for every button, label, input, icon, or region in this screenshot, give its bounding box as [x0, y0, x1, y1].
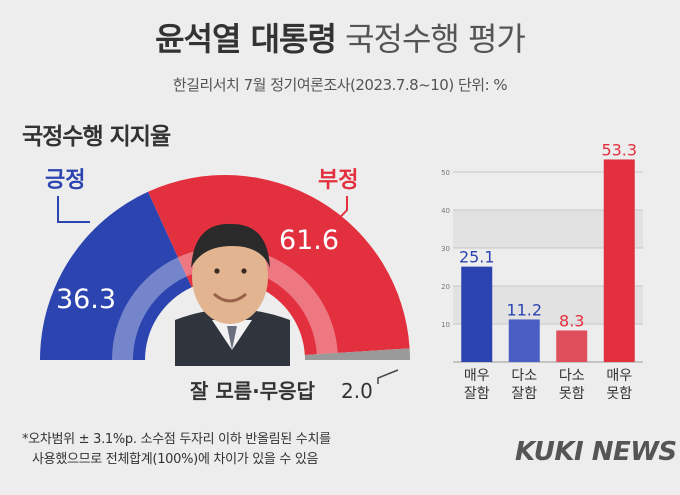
bar-3	[556, 330, 588, 362]
bar-4	[603, 159, 635, 362]
bar-category-2-line1: 다소	[511, 368, 537, 384]
bar-value-3: 8.3	[559, 311, 584, 330]
title-bold: 윤석열 대통령	[155, 20, 337, 58]
bar-2	[508, 319, 540, 362]
gauge-slice-3	[304, 348, 410, 360]
gauge-slice-1	[40, 191, 192, 360]
page-title: 윤석열 대통령 국정수행 평가	[0, 14, 680, 60]
bar-category-2-line2: 잘함	[511, 386, 537, 402]
subtitle: 한길리서치 7월 정기여론조사(2023.7.8~10) 단위: %	[172, 76, 508, 94]
footnote-line-1: *오차범위 ± 3.1%p. 소수점 두자리 이하 반올림된 수치를	[22, 432, 331, 447]
bar-1	[461, 266, 493, 362]
kuki-news-logo: KUKI NEWS	[515, 437, 677, 467]
photo-face	[192, 230, 268, 324]
leader-unknown	[377, 369, 399, 384]
footnote: *오차범위 ± 3.1%p. 소수점 두자리 이하 반올림된 수치를 사용했으므…	[22, 430, 442, 470]
bar-category-3-line2: 못함	[559, 386, 585, 402]
footnote-line-2: 사용했으므로 전체합계(100%)에 차이가 있을 수 있음	[32, 452, 319, 467]
title-rest: 국정수행 평가	[345, 20, 526, 58]
bar-category-4-line2: 못함	[606, 386, 632, 402]
bar-value-4: 53.3	[601, 140, 637, 159]
photo-eye-right	[241, 268, 247, 274]
gauge-inner-band-left	[112, 257, 187, 360]
bar-category-4-line1: 매우	[606, 368, 632, 384]
gauge-slice-2	[148, 175, 410, 355]
leader-positive	[57, 196, 90, 223]
value-positive: 36.3	[56, 284, 116, 315]
value-negative: 61.6	[279, 225, 339, 256]
bar-category-1-line2: 잘함	[464, 386, 490, 402]
photo-tie	[227, 326, 237, 350]
approval-gauge-chart: 36.3 61.6 긍정 부정잘 모름·무응답 2.0	[40, 168, 410, 403]
photo-smile	[213, 292, 247, 303]
label-negative: 부정	[318, 168, 358, 193]
y-tick-1: 10	[441, 321, 450, 329]
label-unknown: 잘 모름·무응답	[190, 379, 316, 403]
y-tick-5: 50	[441, 169, 450, 177]
photo-hair	[191, 223, 270, 268]
y-tick-4: 40	[441, 207, 450, 215]
bar-value-1: 25.1	[459, 248, 495, 267]
bar-category-3-line1: 다소	[559, 368, 585, 384]
label-positive: 긍정	[45, 168, 85, 193]
y-tick-3: 30	[441, 245, 450, 253]
leader-negative	[329, 196, 348, 229]
value-unknown: 2.0	[341, 379, 373, 403]
section-title: 국정수행 지지율	[22, 124, 171, 150]
bar-category-1-line1: 매우	[464, 368, 490, 384]
y-tick-2: 20	[441, 283, 450, 291]
bar-value-2: 11.2	[506, 300, 542, 319]
gauge-inner-band-right	[177, 247, 338, 355]
photo-eye-left	[214, 268, 220, 274]
